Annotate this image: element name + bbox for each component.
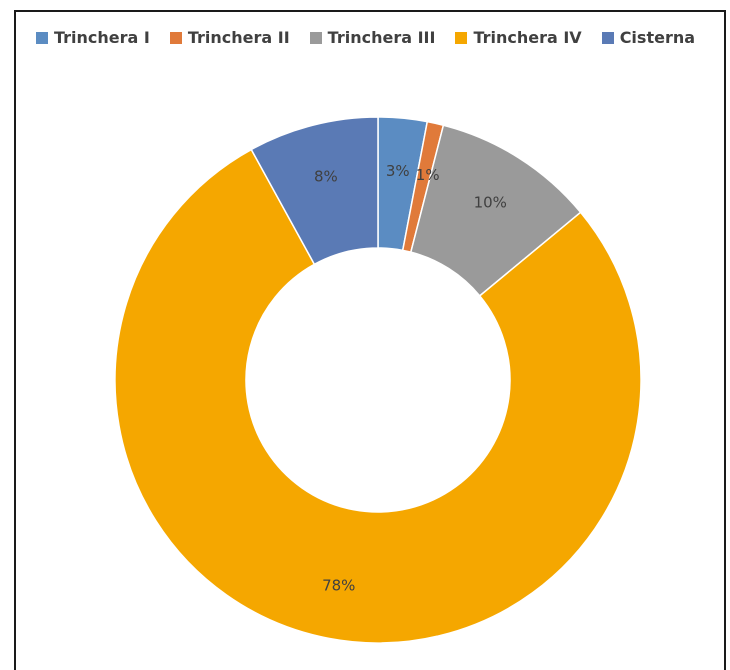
legend-label: Trinchera II [187, 28, 290, 47]
data-label-cisterna: 8% [314, 168, 338, 186]
legend-item-trinchera-iii: Trinchera III [309, 28, 436, 47]
data-label-trinchera-i: 3% [386, 162, 410, 180]
legend-swatch [455, 31, 468, 44]
legend-swatch [36, 31, 48, 44]
legend-label: Trinchera III [327, 28, 436, 47]
legend-swatch [309, 31, 322, 44]
slice-trinchera-iv [114, 148, 642, 644]
legend-item-trinchera-ii: Trinchera II [169, 28, 290, 47]
legend-label: Trinchera I [54, 28, 150, 47]
legend-item-trinchera-i: Trinchera I [36, 28, 150, 47]
legend-label: Trinchera IV [473, 28, 582, 47]
slices-group [114, 116, 642, 644]
labels-group: 3% 1% 10% 78% 8% [314, 162, 507, 594]
legend-item-trinchera-iv: Trinchera IV [455, 28, 582, 47]
slice-cisterna [250, 116, 379, 266]
legend-swatch [169, 31, 182, 44]
data-label-trinchera-iii: 10% [474, 194, 507, 212]
data-label-trinchera-iv: 78% [322, 576, 355, 594]
legend-label: Cisterna [619, 28, 696, 47]
legend-swatch [601, 31, 614, 44]
legend: Trinchera I Trinchera II Trinchera III T… [36, 28, 695, 47]
data-label-trinchera-ii: 1% [416, 166, 440, 184]
legend-item-cisterna: Cisterna [601, 28, 696, 47]
